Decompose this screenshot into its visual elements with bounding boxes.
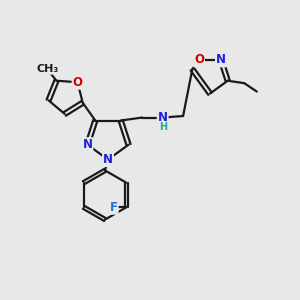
Text: CH₃: CH₃ [37,64,59,74]
Text: N: N [103,153,113,166]
Text: O: O [194,53,204,67]
Text: N: N [82,138,92,151]
Text: N: N [158,111,168,124]
Text: O: O [73,76,82,89]
Text: F: F [110,201,118,214]
Text: N: N [216,53,226,67]
Text: H: H [159,122,167,132]
